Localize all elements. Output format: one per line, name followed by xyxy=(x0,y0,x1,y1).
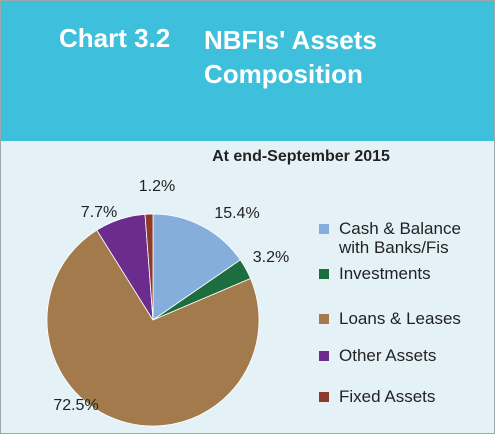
legend-label: Fixed Assets xyxy=(339,387,436,406)
legend-item: Loans & Leases xyxy=(319,309,479,328)
header: Chart 3.2 NBFIs' Assets Composition xyxy=(1,1,494,141)
legend-item: Investments xyxy=(319,264,479,283)
legend-label: Other Assets xyxy=(339,346,437,365)
legend-label: Investments xyxy=(339,264,431,283)
legend-item: Cash & Balance with Banks/Fis xyxy=(319,219,479,257)
legend-swatch xyxy=(319,224,329,234)
pie-slice xyxy=(152,213,241,321)
legend-swatch xyxy=(319,351,329,361)
legend-label: Cash & Balance with Banks/Fis xyxy=(339,219,461,257)
chart-title: NBFIs' Assets Composition xyxy=(204,25,377,89)
pie-slice xyxy=(46,229,260,427)
legend-swatch xyxy=(319,314,329,324)
pie-slice xyxy=(144,213,154,321)
data-label: 3.2% xyxy=(253,249,289,266)
data-label: 15.4% xyxy=(214,205,259,222)
chart-subtitle: At end-September 2015 xyxy=(212,148,390,165)
data-label: 1.2% xyxy=(139,178,175,195)
legend-item: Fixed Assets xyxy=(319,387,479,406)
data-label: 7.7% xyxy=(81,204,117,221)
legend-item: Other Assets xyxy=(319,346,479,365)
data-label: 72.5% xyxy=(53,397,98,414)
legend-swatch xyxy=(319,269,329,279)
legend-swatch xyxy=(319,392,329,402)
chart-number: Chart 3.2 xyxy=(59,23,171,53)
legend-label: Loans & Leases xyxy=(339,309,461,328)
